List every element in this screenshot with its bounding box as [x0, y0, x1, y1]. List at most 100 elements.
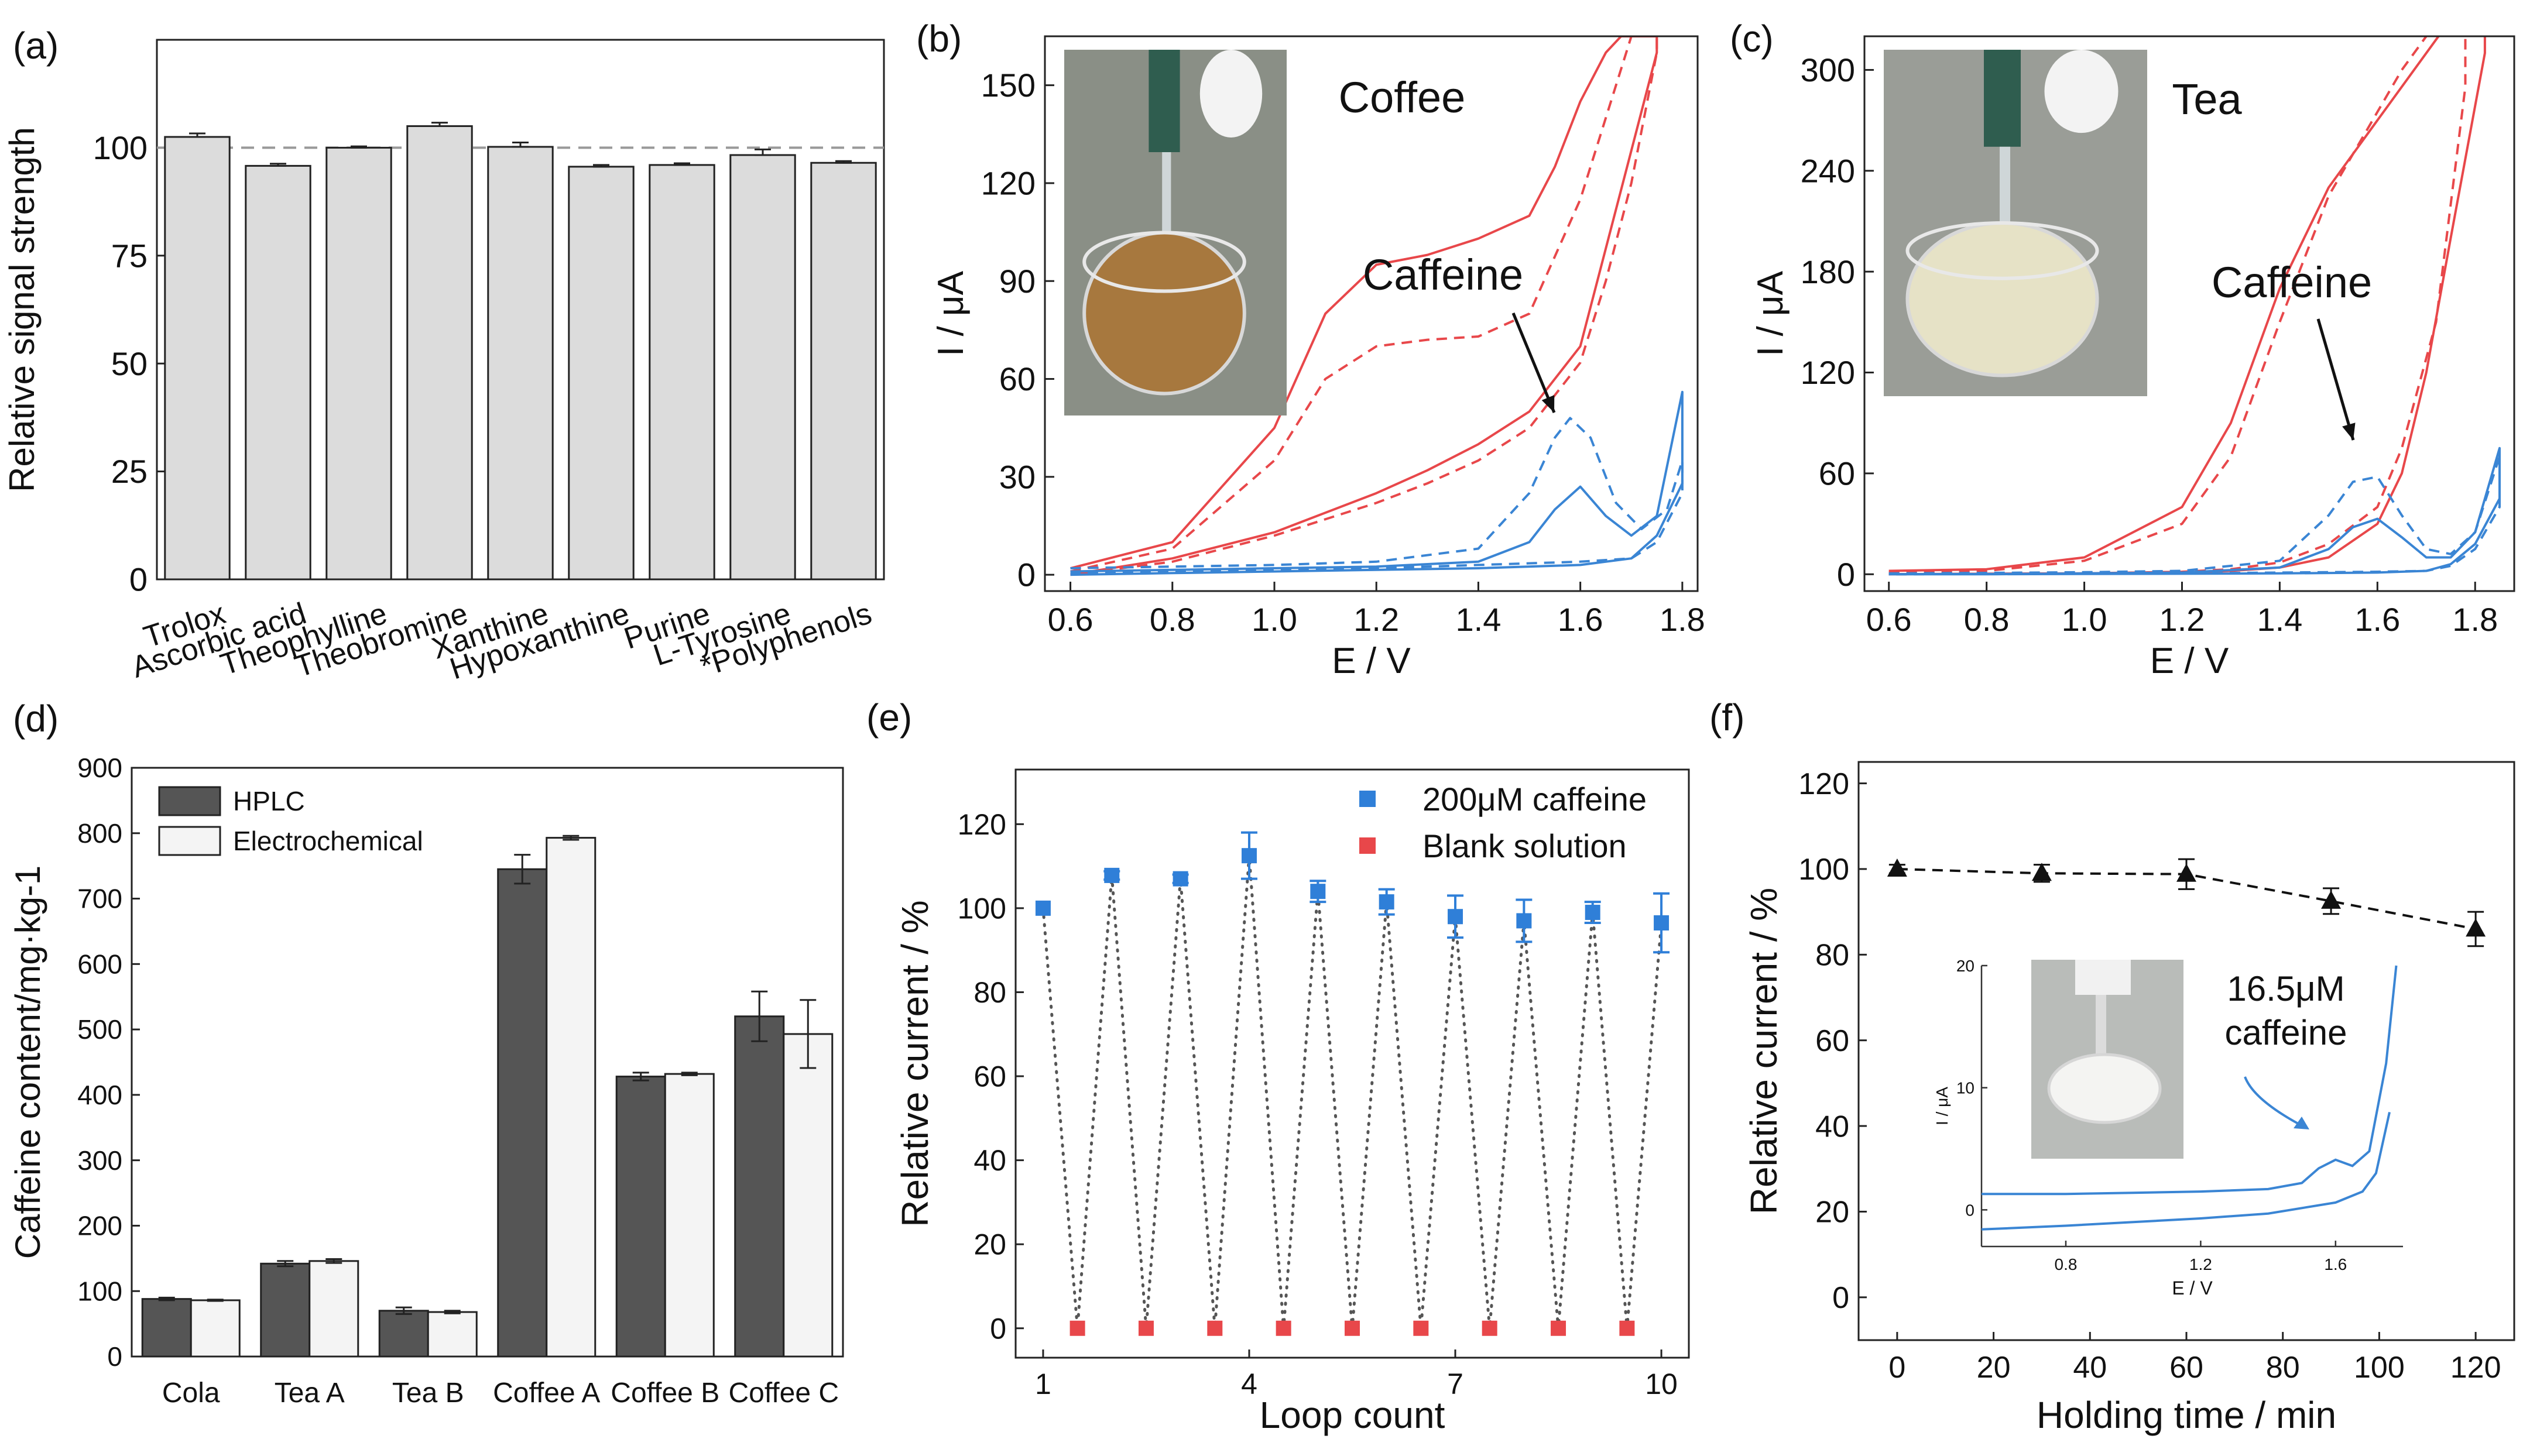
x-tick-label: 40 [2073, 1351, 2107, 1385]
y-tick-label: 200 [77, 1211, 122, 1241]
panel-label: (e) [866, 696, 912, 739]
bar [546, 837, 597, 1358]
y-tick-label: 60 [973, 1060, 1006, 1093]
inset-y-tick-label: 20 [1956, 957, 1974, 975]
legend-swatch [1359, 837, 1376, 854]
voltammogram-curve [1070, 417, 1684, 575]
y-tick-label: 180 [1801, 253, 1855, 290]
x-tick-label: 1.2 [2159, 601, 2205, 638]
inset-photo [2031, 960, 2183, 1159]
panel-label: (c) [1730, 18, 1774, 60]
legend-label: 200μM caffeine [1422, 781, 1647, 818]
bar [190, 1299, 241, 1358]
x-axis-label: E / V [2150, 641, 2229, 681]
bar [649, 164, 715, 581]
x-tick-label: 10 [1645, 1368, 1678, 1400]
y-tick-label: 150 [981, 67, 1036, 104]
plot-frame [1044, 35, 1699, 592]
panel-title: Tea [2172, 75, 2242, 123]
bar [487, 146, 554, 581]
x-category-label: Coffee C [728, 1378, 839, 1409]
voltammogram-curve [1888, 447, 2501, 576]
electrode-holder [1149, 50, 1180, 152]
legend-swatch [158, 826, 221, 856]
y-axis-label: Relative current / % [1743, 888, 1785, 1214]
x-category-label: Tea A [275, 1378, 345, 1409]
blank-point [1551, 1320, 1566, 1336]
beaker-liquid [1905, 221, 2099, 377]
bar [734, 1015, 785, 1358]
legend-swatch [158, 786, 221, 816]
inset-chart: 0 10 20 0.8 1.2 1.6 E / V I / μA 16.5μM caffeine [1933, 957, 2403, 1299]
panel-label: (d) [13, 698, 59, 740]
y-tick-label: 75 [111, 237, 148, 274]
beaker-rim [1905, 221, 2099, 280]
x-tick-label: 1.0 [1252, 601, 1297, 638]
beaker-liquid [1082, 231, 1246, 396]
voltammogram-curve [1888, 455, 2501, 576]
x-tick-label: 60 [2169, 1351, 2203, 1385]
bar [783, 1033, 834, 1358]
legend-label: Blank solution [1422, 827, 1627, 864]
y-tick-label: 20 [973, 1228, 1006, 1261]
cell-cap [1199, 50, 1263, 138]
caffeine-point [1448, 909, 1463, 925]
panel-labels: (a) (b) (c) (d) (e) (f) [13, 18, 1774, 740]
bar [245, 164, 311, 581]
panel-e-loop-count-chart: 0 20 40 60 80 100 120 1 4 7 10 Loop count Relative c… [894, 768, 1690, 1436]
panel-b-coffee-voltammogram: 0 30 60 90 120 150 0.6 0.8 1.0 1.2 1.4 1.6 1.8 E / V I… [931, 35, 1705, 681]
x-axis-label: Loop count [1260, 1394, 1445, 1436]
data-point [2466, 918, 2486, 937]
x-category-label: Coffee A [493, 1378, 600, 1409]
x-tick-label: 80 [2266, 1351, 2300, 1385]
y-tick-label: 900 [77, 753, 122, 783]
y-axis-label: I / μA [1750, 270, 1791, 356]
x-axis-label: E / V [1332, 641, 1411, 681]
annotation-arrow [2316, 318, 2355, 441]
x-tick-label: 1.4 [2257, 601, 2302, 638]
inset-x-tick-label: 1.2 [2189, 1255, 2212, 1273]
blank-point [1482, 1320, 1497, 1336]
caffeine-point [1241, 848, 1257, 864]
legend-label: HPLC [233, 786, 305, 816]
x-tick-label: 0 [1888, 1351, 1905, 1385]
panel-label: (a) [13, 25, 59, 67]
y-tick-label: 25 [111, 453, 148, 490]
x-tick-label: 0.8 [1964, 601, 2010, 638]
x-axis-label: Holding time / min [2037, 1394, 2336, 1436]
y-tick-label: 0 [1837, 556, 1855, 593]
blank-point [1276, 1320, 1291, 1336]
legend-swatch [1359, 791, 1376, 807]
panel-title: Coffee [1339, 73, 1466, 122]
y-axis-label: Relative signal strength [2, 127, 42, 492]
data-point [1887, 858, 1907, 877]
bar [729, 154, 796, 581]
bar [406, 125, 473, 581]
beaker-liquid [2047, 1053, 2162, 1124]
bar [568, 166, 635, 581]
y-tick-label: 600 [77, 949, 122, 979]
data-point [2321, 890, 2342, 909]
y-tick-label: 50 [111, 345, 148, 382]
y-tick-label: 100 [77, 1276, 122, 1306]
y-axis-label: Relative current / % [894, 900, 936, 1227]
blank-point [1413, 1320, 1429, 1336]
y-tick-label: 80 [973, 976, 1006, 1009]
x-tick-label: 1.2 [1353, 601, 1399, 638]
beaker-rim [1082, 231, 1246, 293]
data-point [2031, 863, 2052, 881]
blank-point [1207, 1320, 1223, 1336]
y-tick-label: 100 [958, 892, 1006, 925]
y-tick-label: 300 [1801, 51, 1855, 88]
connecting-line [1041, 856, 1663, 1329]
x-tick-label: 1.8 [2452, 601, 2498, 638]
x-tick-label: 100 [2354, 1351, 2405, 1385]
bar [308, 1260, 359, 1358]
caffeine-point [1310, 884, 1326, 899]
blank-point [1619, 1320, 1635, 1336]
cell-cap [2075, 960, 2131, 995]
inset-x-tick-label: 1.6 [2324, 1255, 2347, 1273]
caffeine-point [1654, 915, 1670, 931]
